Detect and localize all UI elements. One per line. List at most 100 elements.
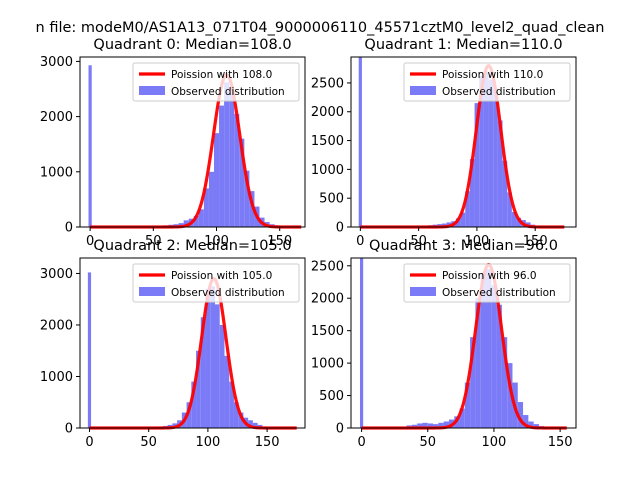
histogram-bar — [474, 103, 480, 227]
histogram-bar — [238, 412, 244, 428]
histogram-bar — [433, 424, 439, 428]
histogram-bar — [224, 355, 230, 428]
histogram-bar — [507, 192, 512, 227]
histogram-bar — [215, 304, 220, 428]
x-tick-label: 50 — [410, 234, 427, 249]
legend-entry-poisson: Poission with 110.0 — [442, 69, 543, 81]
histogram-bar — [488, 79, 494, 227]
histogram-bar — [464, 382, 471, 428]
legend-entry-poisson: Poission with 108.0 — [171, 69, 272, 81]
histogram-bar — [497, 120, 503, 227]
y-tick-label: 0 — [65, 422, 73, 437]
legend-frame — [403, 263, 571, 303]
histogram-bar — [186, 402, 192, 428]
histogram-bar — [203, 188, 209, 227]
y-tick-label: 0 — [65, 221, 73, 236]
subplot-title: Quadrant 0: Median=108.0 — [93, 37, 291, 53]
y-tick-label: 3000 — [40, 267, 73, 282]
histogram-bar — [198, 209, 204, 227]
subplot-title: Quadrant 1: Median=110.0 — [364, 37, 562, 53]
histogram-bar-zero — [87, 272, 92, 428]
histogram-bar — [205, 288, 211, 428]
histogram-bar — [200, 317, 206, 428]
legend-patch-swatch — [410, 287, 436, 296]
histogram-bar — [493, 88, 498, 227]
x-tick-label: 150 — [255, 435, 280, 450]
x-tick-label: 150 — [523, 234, 548, 249]
histogram-bar — [229, 93, 235, 227]
y-tick-label: 1000 — [40, 370, 73, 385]
legend-entry-observed: Observed distribution — [171, 86, 285, 98]
legend-entry-poisson: Poission with 105.0 — [171, 270, 272, 282]
x-tick-label: 100 — [204, 234, 229, 249]
histogram-bar — [480, 273, 486, 428]
figure-suptitle: n file: modeM0/AS1A13_071T04_9000006110_… — [36, 20, 605, 36]
y-tick-label: 2000 — [311, 292, 344, 307]
histogram-bar — [502, 160, 508, 227]
x-tick-label: 100 — [195, 435, 220, 450]
histogram-bar — [234, 113, 240, 227]
x-tick-label: 50 — [140, 435, 157, 450]
legend-entry-observed: Observed distribution — [442, 86, 556, 98]
histogram-bar — [193, 215, 199, 227]
histogram-bar — [252, 422, 258, 428]
legend-entry-observed: Observed distribution — [171, 287, 285, 299]
histogram-bar — [233, 402, 239, 428]
histogram-bar — [191, 381, 197, 428]
y-tick-label: 2500 — [311, 259, 344, 274]
y-tick-label: 2000 — [40, 318, 73, 333]
histogram-bar — [465, 191, 470, 227]
histogram-bar — [479, 76, 484, 227]
axes-frame — [350, 257, 577, 429]
x-tick-label: 150 — [267, 234, 292, 249]
histogram-bar — [427, 423, 434, 428]
histogram-bar — [460, 212, 466, 227]
legend-frame — [403, 62, 571, 102]
histogram-bar — [470, 337, 476, 428]
y-tick-label: 1500 — [311, 134, 344, 149]
x-tick-label: 50 — [145, 234, 162, 249]
x-tick-label: 0 — [86, 234, 94, 249]
x-tick-label: 100 — [464, 234, 489, 249]
subplot-title: Quadrant 2: Median=105.0 — [93, 238, 291, 254]
y-tick-label: 2000 — [40, 110, 73, 125]
x-tick-label: 0 — [356, 234, 364, 249]
legend-frame — [132, 263, 300, 303]
histogram-bar — [455, 218, 461, 227]
legend: Poission with 96.0 Observed distribution — [403, 263, 571, 303]
histogram-bar — [438, 422, 444, 428]
y-tick-label: 1000 — [311, 163, 344, 178]
histogram-bar-zero — [88, 65, 92, 227]
histogram-bar — [208, 171, 214, 227]
histogram-bar — [523, 415, 529, 428]
histogram-bar — [411, 424, 418, 428]
histogram-bar — [224, 82, 230, 227]
histogram-bar — [422, 422, 428, 428]
subplot-title: Quadrant 3: Median=96.0 — [369, 238, 558, 254]
subplot-quadrant-2: 0 50 100 150 0 1000 2000 3000 Poission with 105.… — [40, 238, 306, 450]
histogram-bar — [507, 363, 513, 428]
histogram-bar — [183, 220, 189, 227]
histogram-bar — [219, 324, 225, 428]
histogram-bar-zero — [359, 258, 364, 428]
histogram-bar — [469, 159, 475, 227]
legend-frame — [132, 62, 300, 102]
histogram-bar — [443, 421, 449, 428]
histogram-bar — [196, 350, 201, 428]
histogram-bar — [486, 269, 492, 428]
histogram-bar — [475, 298, 481, 428]
y-tick-label: 0 — [336, 221, 344, 236]
legend-entry-observed: Observed distribution — [442, 287, 556, 299]
histogram-bar — [516, 217, 522, 227]
histogram-bar — [533, 424, 539, 428]
histogram-bar — [459, 408, 465, 428]
y-tick-label: 1000 — [40, 165, 73, 180]
legend-entry-poisson: Poission with 96.0 — [442, 270, 537, 282]
x-tick-label: 50 — [419, 435, 436, 450]
axes-frame — [350, 56, 577, 228]
axes-frame — [79, 56, 306, 228]
histogram-bar — [244, 170, 250, 227]
legend-patch-swatch — [410, 86, 436, 95]
